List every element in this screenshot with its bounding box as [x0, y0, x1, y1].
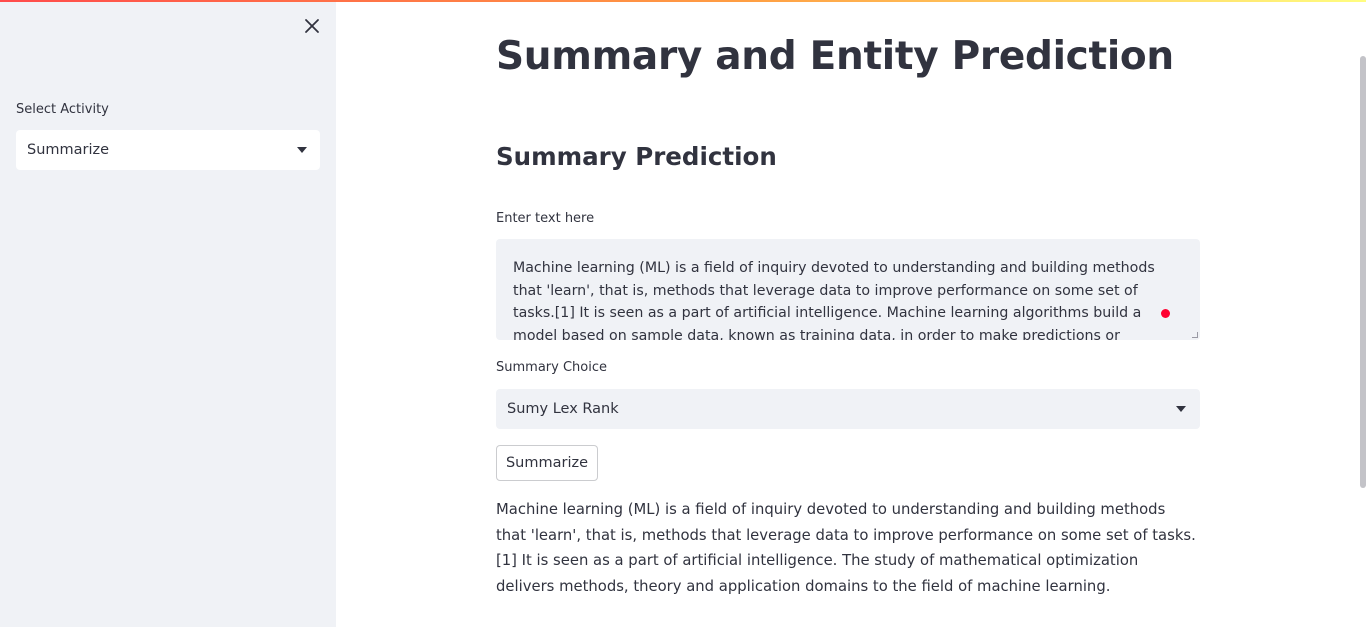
chevron-down-icon — [297, 147, 307, 153]
text-input-area[interactable]: Machine learning (ML) is a field of inqu… — [496, 239, 1200, 340]
summary-choice-label: Summary Choice — [496, 360, 607, 375]
chevron-down-icon — [1176, 406, 1186, 412]
section-title: Summary Prediction — [496, 142, 777, 171]
select-activity-dropdown[interactable]: Summarize — [16, 130, 320, 170]
page-scrollbar[interactable] — [1360, 56, 1366, 488]
sidebar: Select Activity Summarize — [0, 0, 336, 627]
resize-handle-icon[interactable] — [1192, 332, 1198, 338]
summary-choice-dropdown[interactable]: Sumy Lex Rank — [496, 389, 1200, 429]
top-decoration-bar — [0, 0, 1366, 2]
select-activity-value: Summarize — [27, 142, 110, 158]
select-activity-label: Select Activity — [16, 102, 109, 117]
page-title: Summary and Entity Prediction — [496, 34, 1174, 79]
close-icon — [305, 19, 319, 33]
summary-result-text: Machine learning (ML) is a field of inqu… — [496, 501, 1196, 595]
text-input-label: Enter text here — [496, 211, 595, 226]
text-input-value: Machine learning (ML) is a field of inqu… — [513, 260, 1155, 340]
close-sidebar-button[interactable] — [302, 16, 322, 36]
summary-choice-value: Sumy Lex Rank — [507, 401, 619, 417]
mouse-cursor-marker — [1161, 309, 1170, 318]
summarize-button[interactable]: Summarize — [496, 445, 598, 481]
